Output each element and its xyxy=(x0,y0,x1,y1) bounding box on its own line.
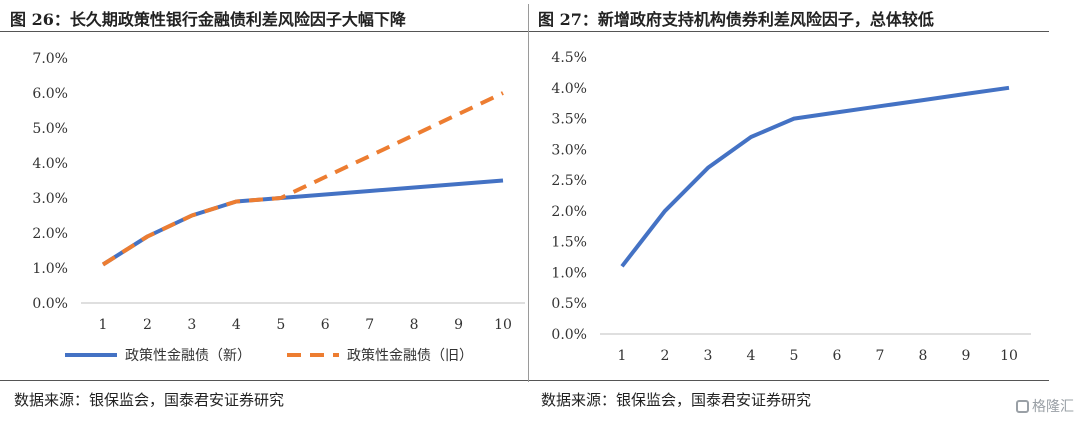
y-tick-label: 3.5% xyxy=(551,112,587,128)
left-figure-panel: 图 26：长久期政策性银行金融债利差风险因子大幅下降 0.0% 1.0% 2.0% 3… xyxy=(0,0,528,423)
series-line xyxy=(101,91,504,267)
legend-label: 政策性金融债（旧） xyxy=(347,347,473,364)
x-tick-label: 3 xyxy=(704,348,713,364)
y-tick-label: 2.5% xyxy=(551,173,587,189)
legend-label: 政策性金融债（新） xyxy=(125,347,251,364)
right-bottom-rule xyxy=(529,380,1049,381)
x-tick-label: 10 xyxy=(494,317,512,333)
y-tick-label: 1.5% xyxy=(551,235,587,251)
y-tick-label: 6.0% xyxy=(32,86,68,102)
y-tick-label: 1.0% xyxy=(32,261,68,277)
y-tick-label: 4.0% xyxy=(551,81,587,97)
right-figure-title: 图 27：新增政府支持机构债券利差风险因子，总体较低 xyxy=(538,10,934,29)
x-tick-label: 10 xyxy=(1000,348,1018,364)
right-line-chart: 0.0% 0.5% 1.0% 1.5% 2.0% 2.5% 3.0% 3.5% 4.0% 4.5%… xyxy=(551,50,1031,364)
left-bottom-rule xyxy=(0,380,528,381)
right-data-source: 数据来源：银保监会，国泰君安证券研究 xyxy=(541,391,812,409)
y-tick-label: 7.0% xyxy=(32,51,68,67)
x-tick-label: 8 xyxy=(410,317,419,333)
panel-divider xyxy=(528,4,529,382)
y-tick-label: 3.0% xyxy=(551,142,587,158)
y-tick-label: 4.0% xyxy=(32,156,68,172)
x-tick-label: 7 xyxy=(365,317,374,333)
watermark-text: 格隆汇 xyxy=(1032,399,1074,415)
y-tick-label: 0.0% xyxy=(551,327,587,343)
left-title-rule xyxy=(0,31,528,32)
y-tick-label: 0.0% xyxy=(32,296,68,312)
x-tick-label: 1 xyxy=(618,348,627,364)
x-tick-label: 8 xyxy=(919,348,928,364)
y-tick-label: 1.0% xyxy=(551,265,587,281)
x-tick-label: 9 xyxy=(454,317,463,333)
series-line xyxy=(101,178,504,267)
series-line xyxy=(620,85,1010,268)
x-tick-label: 9 xyxy=(962,348,971,364)
left-line-chart: 0.0% 1.0% 2.0% 3.0% 4.0% 5.0% 6.0% 7.0% 1 2 3 4 5 6 7 8… xyxy=(32,51,525,364)
y-tick-label: 5.0% xyxy=(32,121,68,137)
watermark: 格隆汇 xyxy=(1016,396,1074,416)
watermark-logo-icon xyxy=(1016,399,1029,413)
y-tick-label: 0.5% xyxy=(551,296,587,312)
x-tick-label: 6 xyxy=(321,317,330,333)
x-tick-label: 2 xyxy=(143,317,152,333)
y-tick-label: 2.0% xyxy=(551,204,587,220)
x-tick-label: 4 xyxy=(232,317,241,333)
right-title-rule xyxy=(529,31,1049,32)
right-figure-panel: 图 27：新增政府支持机构债券利差风险因子，总体较低 0.0% 0.5% 1.0% 1… xyxy=(529,0,1080,423)
x-tick-label: 6 xyxy=(833,348,842,364)
left-data-source: 数据来源：银保监会，国泰君安证券研究 xyxy=(14,391,285,409)
x-tick-label: 2 xyxy=(661,348,670,364)
left-figure-title: 图 26：长久期政策性银行金融债利差风险因子大幅下降 xyxy=(10,10,406,29)
y-tick-label: 2.0% xyxy=(32,226,68,242)
x-tick-label: 3 xyxy=(187,317,196,333)
y-tick-label: 3.0% xyxy=(32,191,68,207)
x-tick-label: 1 xyxy=(99,317,108,333)
x-tick-label: 5 xyxy=(790,348,799,364)
x-tick-label: 7 xyxy=(876,348,885,364)
x-tick-label: 4 xyxy=(747,348,756,364)
y-tick-label: 4.5% xyxy=(551,50,587,66)
x-tick-label: 5 xyxy=(276,317,285,333)
